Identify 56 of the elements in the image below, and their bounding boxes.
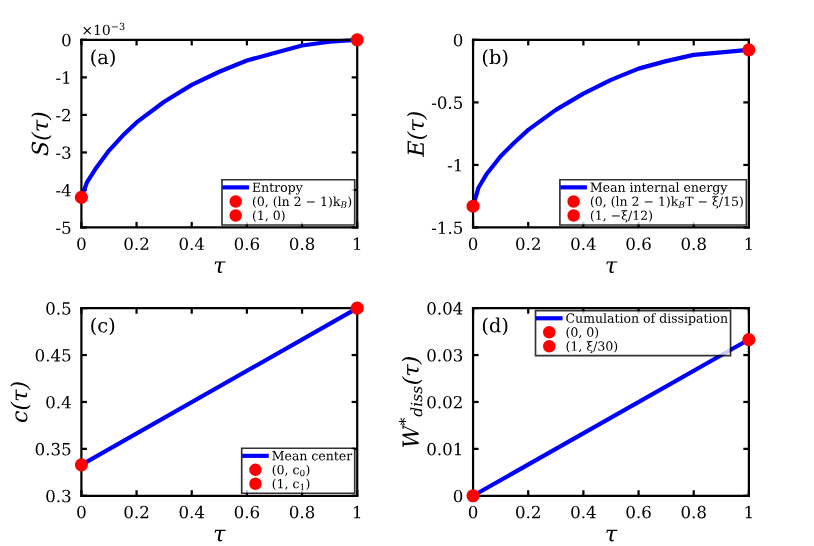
- y-tick-label: 0.45: [35, 349, 71, 362]
- y-tick-label: 0: [453, 489, 463, 503]
- y-tick-label: 0.03: [427, 349, 463, 362]
- x-tick-label: 0.8: [681, 237, 706, 251]
- annotation: (d): [482, 317, 508, 336]
- y-tick-label: 0.3: [46, 489, 71, 503]
- x-axis-title: τ: [214, 261, 226, 274]
- annotation: (a): [91, 49, 115, 68]
- x-tick-label: 0.8: [289, 237, 315, 251]
- x-tick-label: 0.6: [626, 237, 651, 251]
- x-tick-label: 0.2: [516, 237, 540, 251]
- y-axis-title: S(τ): [31, 112, 52, 156]
- y-tick-label: 0: [453, 33, 463, 47]
- y-tick-label: 0.02: [427, 395, 462, 409]
- x-tick-label: 0: [77, 505, 86, 519]
- x-tick-label: 0.8: [681, 505, 706, 519]
- x-tick-label: 0: [468, 237, 478, 251]
- x-tick-label: 0.2: [124, 237, 149, 251]
- y-tick-label: -1: [56, 71, 70, 84]
- x-tick-label: 0.4: [571, 237, 596, 251]
- y-tick-label: -3: [56, 146, 71, 159]
- y-tick-label: 0.35: [35, 442, 71, 456]
- x-axis-title: τ: [214, 529, 226, 542]
- y-tick-label: 0.5: [46, 302, 71, 315]
- y-tick-label: 0.4: [46, 395, 71, 409]
- x-tick-label: 0.6: [234, 237, 260, 251]
- x-tick-label: 1: [353, 505, 361, 519]
- y-tick-label: -1: [447, 158, 461, 172]
- x-tick-label: 0.6: [626, 505, 651, 519]
- x-tick-label: 0.4: [571, 505, 596, 519]
- x-tick-label: 0.2: [124, 505, 149, 519]
- y-tick-label: 0.04: [427, 302, 463, 315]
- x-tick-label: 1: [353, 237, 361, 250]
- x-tick-label: 0.6: [234, 505, 260, 519]
- annotation: (b): [482, 49, 508, 68]
- y-axis-title: E(τ): [406, 112, 428, 157]
- x-tick-label: 1: [745, 505, 752, 519]
- y-axis-title: W$^{*}$$_{diss}$(τ): [399, 357, 423, 447]
- x-tick-label: 0: [468, 505, 478, 519]
- y-tick-label: 0.01: [427, 442, 461, 456]
- x-tick-label: 0: [77, 237, 86, 251]
- y-tick-label: -1.5: [431, 221, 463, 235]
- x-tick-label: 0.2: [516, 505, 540, 519]
- y-tick-label: 0: [62, 33, 71, 47]
- x-tick-label: 0.4: [179, 505, 205, 519]
- x-tick-label: 1: [745, 237, 752, 250]
- x-axis-title: τ: [606, 261, 618, 274]
- y-tick-label: -0.5: [431, 96, 463, 109]
- y-tick-label: -4: [56, 183, 71, 197]
- x-tick-label: 0.4: [179, 237, 205, 251]
- x-tick-label: 0.8: [289, 505, 315, 519]
- y-tick-label: -5: [56, 221, 71, 235]
- x-axis-title: τ: [606, 529, 618, 542]
- y-tick-label: -2: [56, 108, 71, 122]
- annotation: (c): [91, 317, 115, 336]
- y-axis-title: c(τ): [10, 382, 31, 423]
